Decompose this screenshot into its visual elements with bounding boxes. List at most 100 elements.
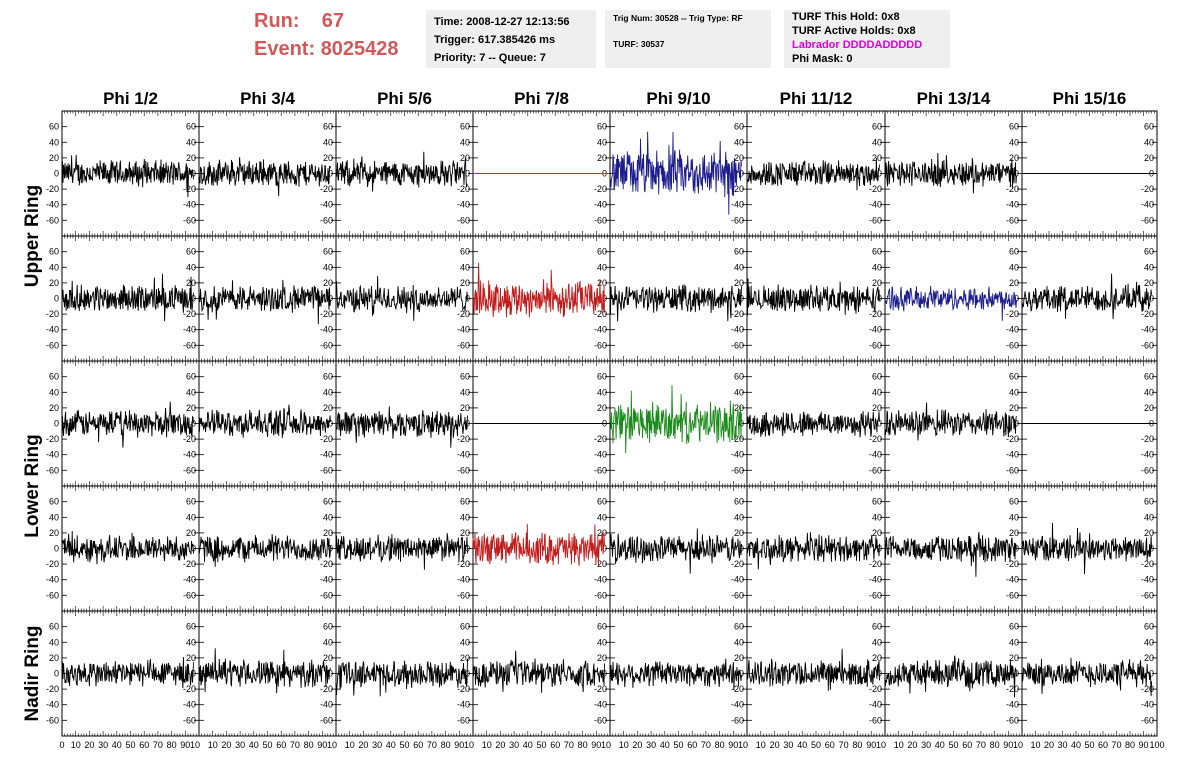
ylabel-r3c3-6: 60	[597, 497, 607, 507]
ylabel-r1c0-5: 40	[186, 262, 196, 272]
ylabel-r4c0-6: 60	[186, 622, 196, 632]
ylabel-r2c0-3: 0	[191, 419, 196, 429]
pad-frame-r3c5	[746, 485, 886, 612]
trace-r1c2	[335, 276, 468, 321]
trace-r1c6	[884, 285, 1017, 321]
trace-r2c5	[746, 411, 880, 438]
ylabel-r1c4-6: 60	[734, 247, 744, 257]
ylabel-r1c7-4: 20	[1144, 278, 1154, 288]
ylabel-r4c7-0: -60	[1141, 715, 1154, 725]
ylabel-r2c2-2: -20	[457, 434, 470, 444]
ylabel-r2c0-4: 20	[186, 403, 196, 413]
ylabel-left-r1-3: 0	[54, 294, 59, 304]
ylabel-r0c5-6: 60	[872, 122, 882, 132]
ylabel-r1c1-4: 20	[323, 278, 333, 288]
ylabel-r3c6-5: 40	[1009, 512, 1019, 522]
ylabel-r0c7-1: -40	[1141, 200, 1154, 210]
ylabel-r3c5-0: -60	[869, 590, 882, 600]
ring-label-3: Nadir Ring	[22, 625, 43, 721]
ylabel-r3c4-1: -40	[731, 575, 744, 585]
ylabel-left-r2-2: -20	[46, 434, 59, 444]
ylabel-r3c1-6: 60	[323, 497, 333, 507]
ylabel-r4c7-6: 60	[1144, 622, 1154, 632]
ylabel-r1c0-6: 60	[186, 247, 196, 257]
ylabel-r2c1-2: -20	[320, 434, 333, 444]
ylabel-r4c5-1: -40	[869, 700, 882, 710]
ylabel-r0c1-2: -20	[320, 184, 333, 194]
ylabel-r1c6-4: 20	[1009, 278, 1019, 288]
ylabel-r4c0-2: -20	[183, 684, 196, 694]
trace-r3c2	[335, 533, 468, 570]
event-line: Event: 8025428	[254, 38, 399, 61]
trace-r2c1	[198, 404, 331, 439]
trace-r4c6	[884, 655, 1017, 698]
ylabel-r1c1-1: -40	[320, 325, 333, 335]
ylabel-r1c4-0: -60	[731, 340, 744, 350]
trace-r3c7	[1021, 522, 1153, 575]
ylabel-r2c1-5: 40	[323, 387, 333, 397]
ylabel-left-r1-6: 60	[49, 247, 59, 257]
priority-text: Priority: 7 -- Queue: 7	[434, 52, 546, 64]
ylabel-left-r4-5: 40	[49, 637, 59, 647]
ylabel-r2c5-2: -20	[869, 434, 882, 444]
ylabel-r4c3-4: 20	[597, 653, 607, 663]
ylabel-r3c1-5: 40	[323, 512, 333, 522]
trace-r1c7	[1021, 273, 1153, 320]
ylabel-r3c1-2: -20	[320, 559, 333, 569]
ylabel-r4c3-6: 60	[597, 622, 607, 632]
trace-r3c1	[198, 533, 331, 567]
ylabel-left-r4-3: 0	[54, 669, 59, 679]
ylabel-r2c0-6: 60	[186, 372, 196, 382]
ylabel-r2c7-4: 20	[1144, 403, 1154, 413]
ylabel-r0c6-2: -20	[1006, 184, 1019, 194]
ylabel-r1c7-6: 60	[1144, 247, 1154, 257]
ylabel-r1c2-5: 40	[460, 262, 470, 272]
ylabel-r2c3-1: -40	[594, 450, 607, 460]
trace-r1c4	[609, 284, 742, 322]
ylabel-r0c5-3: 0	[877, 169, 882, 179]
ylabel-r4c2-5: 40	[460, 637, 470, 647]
ylabel-r3c6-1: -40	[1006, 575, 1019, 585]
ylabel-r1c1-3: 0	[328, 294, 333, 304]
ylabel-left-r3-6: 60	[49, 497, 59, 507]
ylabel-r1c7-3: 0	[1149, 294, 1154, 304]
ylabel-r3c0-1: -40	[183, 575, 196, 585]
ylabel-left-r2-5: 40	[49, 387, 59, 397]
ylabel-r4c4-6: 60	[734, 622, 744, 632]
ylabel-r1c5-6: 60	[872, 247, 882, 257]
ylabel-r2c1-1: -40	[320, 450, 333, 460]
ylabel-r4c0-0: -60	[183, 715, 196, 725]
ylabel-r1c7-5: 40	[1144, 262, 1154, 272]
ylabel-r4c4-3: 0	[739, 669, 744, 679]
time-text: Time: 2008-12-27 12:13:56	[434, 16, 570, 28]
event-value: 8025428	[320, 38, 399, 60]
event-label: Event:	[254, 38, 316, 60]
ylabel-r0c0-4: 20	[186, 153, 196, 163]
trace-r4c4	[609, 658, 742, 691]
ylabel-r0c2-2: -20	[457, 184, 470, 194]
column-header-8: Phi 15/16	[1053, 89, 1127, 108]
ylabel-r2c4-0: -60	[731, 465, 744, 475]
ylabel-r0c6-6: 60	[1009, 122, 1019, 132]
trace-r0c1	[198, 157, 331, 197]
ylabel-r0c5-5: 40	[872, 137, 882, 147]
ring-label-1: Upper Ring	[22, 185, 43, 287]
ylabel-r0c5-0: -60	[869, 215, 882, 225]
ylabel-r3c1-4: 20	[323, 528, 333, 538]
ylabel-left-r0-1: -40	[46, 200, 59, 210]
ylabel-r2c4-5: 40	[734, 387, 744, 397]
ylabel-r3c2-5: 40	[460, 512, 470, 522]
ylabel-r2c0-1: -40	[183, 450, 196, 460]
trace-r4c1	[198, 648, 331, 694]
ylabel-r0c1-3: 0	[328, 169, 333, 179]
ylabel-r0c7-2: -20	[1141, 184, 1154, 194]
ylabel-r4c5-6: 60	[872, 622, 882, 632]
turf-this-hold-text: TURF This Hold: 0x8	[792, 11, 900, 23]
trace-r2c2	[335, 406, 468, 448]
ylabel-r4c0-5: 40	[186, 637, 196, 647]
turf-text: TURF: 30537	[613, 39, 665, 49]
ylabel-r1c2-0: -60	[457, 340, 470, 350]
ylabel-r3c6-6: 60	[1009, 497, 1019, 507]
ylabel-r0c3-2: -20	[594, 184, 607, 194]
ylabel-r0c5-1: -40	[869, 200, 882, 210]
